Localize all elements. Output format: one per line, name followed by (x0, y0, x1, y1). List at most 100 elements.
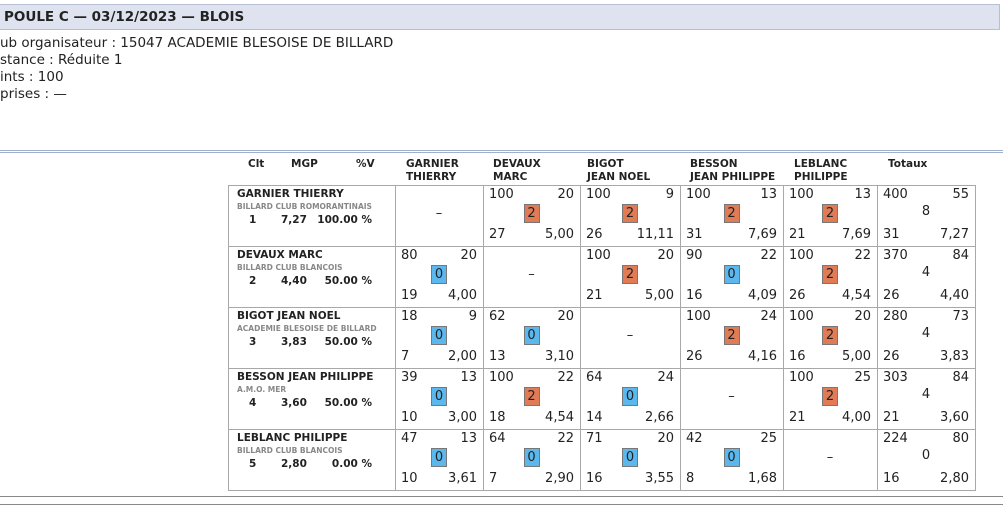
rank: 3 (249, 336, 257, 348)
reprises: 80 (952, 431, 969, 446)
average: 11,11 (636, 227, 674, 242)
points: 100 (789, 370, 814, 385)
reprises: 22 (760, 248, 777, 263)
best-series: 10 (401, 471, 418, 486)
reprises: 24 (657, 370, 674, 385)
average: 4,54 (842, 288, 871, 303)
best-series: 26 (883, 288, 900, 303)
info-line: ints : 100 (0, 69, 64, 85)
player-name: LEBLANC PHILIPPE (237, 432, 348, 444)
best-series: 13 (489, 349, 506, 364)
reprises: 13 (460, 370, 477, 385)
best-series: 8 (686, 471, 695, 486)
self-match: – (435, 206, 443, 221)
mgp: 4,40 (281, 275, 307, 287)
match-points: 8 (921, 204, 931, 219)
reprises: 84 (952, 370, 969, 385)
match-points: 2 (622, 265, 638, 284)
points: 62 (489, 309, 506, 324)
player-club: BILLARD CLUB BLANCOIS (237, 446, 343, 455)
mgp: 7,27 (281, 214, 307, 226)
average: 7,69 (748, 227, 777, 242)
points: 100 (789, 187, 814, 202)
col-header: LEBLANC (794, 158, 848, 170)
mgp: 3,60 (281, 397, 307, 409)
average: 3,60 (940, 410, 969, 425)
col-header: THIERRY (406, 171, 457, 183)
points: 100 (489, 187, 514, 202)
average: 4,00 (842, 410, 871, 425)
reprises: 22 (557, 370, 574, 385)
average: 1,68 (748, 471, 777, 486)
match-points: 2 (822, 326, 838, 345)
reprises: 24 (760, 309, 777, 324)
match-points: 0 (431, 387, 447, 406)
points: 100 (586, 248, 611, 263)
best-series: 16 (586, 471, 603, 486)
col-header: PHILIPPE (794, 171, 848, 183)
player-name: BIGOT JEAN NOEL (237, 310, 341, 322)
best-series: 16 (883, 471, 900, 486)
win-pct: 50.00 % (324, 275, 372, 287)
reprises: 55 (952, 187, 969, 202)
points: 100 (686, 187, 711, 202)
reprises: 84 (952, 248, 969, 263)
match-points: 4 (921, 387, 931, 402)
win-pct: 0.00 % (331, 458, 372, 470)
player-name: GARNIER THIERRY (237, 188, 344, 200)
best-series: 27 (489, 227, 506, 242)
average: 3,00 (448, 410, 477, 425)
points: 18 (401, 309, 418, 324)
points: 100 (789, 248, 814, 263)
separator (0, 150, 1003, 151)
best-series: 14 (586, 410, 603, 425)
match-points: 2 (723, 326, 740, 345)
match-points: 2 (523, 387, 540, 406)
average: 3,10 (545, 349, 574, 364)
col-header: JEAN PHILIPPE (690, 171, 776, 183)
reprises: 20 (460, 248, 477, 263)
match-points: 2 (622, 204, 638, 223)
average: 5,00 (645, 288, 674, 303)
best-series: 26 (883, 349, 900, 364)
best-series: 21 (789, 410, 806, 425)
match-points: 4 (921, 326, 931, 341)
average: 4,54 (545, 410, 574, 425)
info-line: ub organisateur : 15047 ACADEMIE BLESOIS… (0, 35, 394, 51)
player-club: BILLARD CLUB ROMORANTINAIS (237, 202, 372, 211)
points: 100 (789, 309, 814, 324)
header-bar (0, 4, 1000, 30)
average: 2,66 (645, 410, 674, 425)
match-points: 0 (723, 265, 740, 284)
average: 4,40 (940, 288, 969, 303)
best-series: 26 (586, 227, 603, 242)
best-series: 16 (686, 288, 703, 303)
totals-cell (877, 429, 976, 491)
points: 303 (883, 370, 908, 385)
average: 3,61 (448, 471, 477, 486)
points: 80 (401, 248, 418, 263)
average: 5,00 (842, 349, 871, 364)
best-series: 26 (789, 288, 806, 303)
points: 100 (586, 187, 611, 202)
separator (0, 496, 1003, 497)
self-match: – (826, 450, 834, 465)
info-line: prises : — (0, 86, 67, 102)
best-series: 21 (789, 227, 806, 242)
player-name: BESSON JEAN PHILIPPE (237, 371, 374, 383)
reprises: 25 (760, 431, 777, 446)
reprises: 13 (760, 187, 777, 202)
reprises: 9 (468, 309, 477, 324)
rank: 1 (249, 214, 257, 226)
points: 47 (401, 431, 418, 446)
mgp: 2,80 (281, 458, 307, 470)
col-header: JEAN NOEL (587, 171, 651, 183)
best-series: 16 (789, 349, 806, 364)
win-pct: 100.00 % (317, 214, 372, 226)
match-points: 0 (622, 387, 638, 406)
col-header: Totaux (888, 158, 928, 170)
match-points: 2 (822, 204, 838, 223)
win-pct: 50.00 % (324, 397, 372, 409)
col-header: BESSON (690, 158, 738, 170)
self-match: – (728, 389, 735, 404)
